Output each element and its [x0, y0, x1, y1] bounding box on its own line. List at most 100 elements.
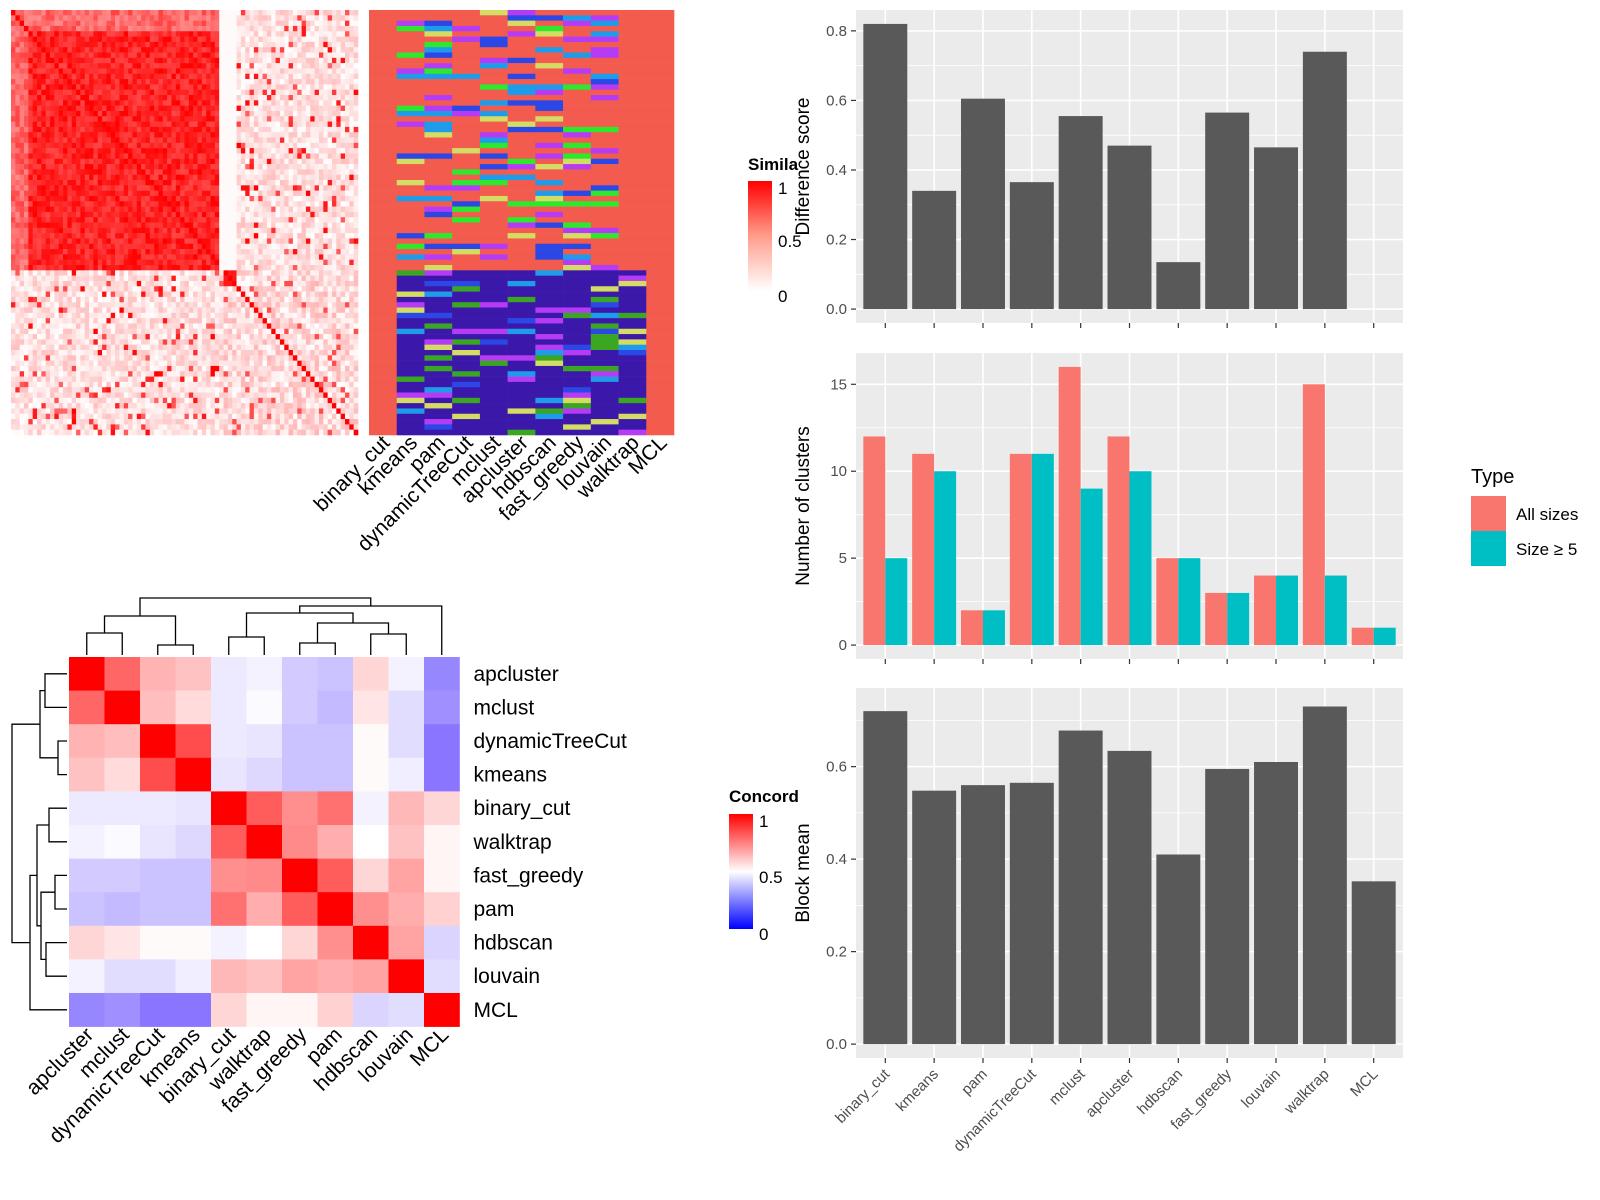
similarity-cell — [310, 323, 315, 330]
similarity-cell — [279, 249, 285, 255]
similarity-cell — [197, 259, 203, 266]
similarity-cell — [76, 249, 81, 255]
similarity-cell — [314, 174, 320, 181]
similarity-cell — [223, 206, 229, 213]
similarity-cell — [271, 68, 276, 75]
similarity-cell — [154, 68, 159, 75]
similarity-cell — [310, 217, 315, 223]
similarity-cell — [271, 211, 276, 218]
similarity-cell — [336, 153, 341, 160]
similarity-cell — [292, 169, 298, 175]
similarity-cell — [206, 142, 211, 149]
similarity-cell — [19, 47, 25, 53]
similarity-cell — [58, 164, 64, 170]
similarity-cell — [262, 100, 268, 106]
similarity-cell — [336, 227, 341, 234]
similarity-cell — [318, 47, 324, 53]
similarity-cell — [262, 68, 268, 75]
similarity-cell — [245, 296, 250, 303]
similarity-cell — [336, 249, 341, 255]
similarity-cell — [19, 68, 25, 75]
similarity-cell — [145, 222, 151, 229]
similarity-cell — [318, 265, 324, 271]
similarity-cell — [115, 153, 120, 160]
similarity-cell — [123, 328, 129, 335]
similarity-cell — [318, 158, 324, 165]
similarity-cell — [67, 116, 73, 122]
similarity-cell — [292, 280, 298, 287]
similarity-cell — [154, 47, 159, 53]
similarity-cell — [171, 148, 177, 154]
similarity-cell — [67, 323, 73, 330]
similarity-cell — [171, 201, 177, 207]
similarity-cell — [331, 227, 337, 234]
similarity-cell — [158, 185, 164, 191]
similarity-cell — [76, 137, 81, 144]
similarity-cell — [262, 206, 268, 213]
similarity-cell — [336, 201, 341, 207]
similarity-cell — [76, 116, 81, 122]
similarity-cell — [240, 201, 246, 207]
similarity-cell — [175, 249, 181, 255]
similarity-cell — [24, 270, 29, 276]
similarity-cell — [232, 211, 237, 218]
similarity-cell — [305, 132, 311, 138]
similarity-cell — [310, 249, 315, 255]
similarity-cell — [305, 57, 311, 64]
similarity-cell — [24, 275, 29, 282]
similarity-cell — [240, 95, 246, 101]
similarity-cell — [149, 206, 155, 213]
similarity-cell — [110, 217, 116, 223]
similarity-cell — [41, 190, 46, 197]
similarity-cell — [45, 10, 51, 16]
similarity-cell — [154, 233, 159, 239]
similarity-cell — [288, 31, 294, 37]
similarity-cell — [284, 20, 289, 27]
similarity-cell — [154, 195, 159, 202]
similarity-cell — [301, 243, 307, 250]
similarity-cell — [89, 89, 94, 96]
similarity-cell — [76, 302, 81, 308]
similarity-cell — [271, 249, 276, 255]
similarity-cell — [206, 110, 211, 117]
similarity-cell — [297, 100, 302, 106]
similarity-cell — [136, 302, 142, 308]
similarity-cell — [240, 180, 246, 186]
similarity-cell — [214, 57, 220, 64]
similarity-cell — [340, 153, 346, 160]
similarity-cell — [71, 339, 77, 345]
similarity-cell — [331, 302, 337, 308]
similarity-cell — [214, 36, 220, 43]
similarity-cell — [331, 318, 337, 324]
similarity-cell — [240, 312, 246, 319]
similarity-cell — [149, 190, 155, 197]
similarity-cell — [340, 302, 346, 308]
similarity-cell — [93, 307, 99, 314]
similarity-cell — [19, 270, 25, 276]
similarity-cell — [32, 180, 38, 186]
similarity-cell — [102, 270, 107, 276]
similarity-cell — [275, 84, 281, 90]
similarity-cell — [136, 249, 142, 255]
similarity-cell — [11, 180, 16, 186]
similarity-cell — [271, 47, 276, 53]
similarity-cell — [110, 15, 116, 21]
similarity-cell — [336, 164, 341, 170]
similarity-cell — [253, 20, 259, 27]
similarity-cell — [344, 318, 350, 324]
similarity-cell — [145, 63, 151, 69]
similarity-cell — [262, 84, 268, 90]
similarity-cell — [344, 270, 350, 276]
similarity-cell — [15, 31, 20, 37]
similarity-cell — [115, 211, 120, 218]
similarity-cell — [288, 201, 294, 207]
similarity-cell — [154, 280, 159, 287]
similarity-cell — [240, 47, 246, 53]
similarity-cell — [275, 312, 281, 319]
similarity-cell — [232, 254, 237, 260]
similarity-cell — [249, 158, 255, 165]
similarity-cell — [327, 328, 333, 335]
similarity-cell — [292, 259, 298, 266]
similarity-cell — [206, 25, 211, 32]
similarity-cell — [245, 233, 250, 239]
